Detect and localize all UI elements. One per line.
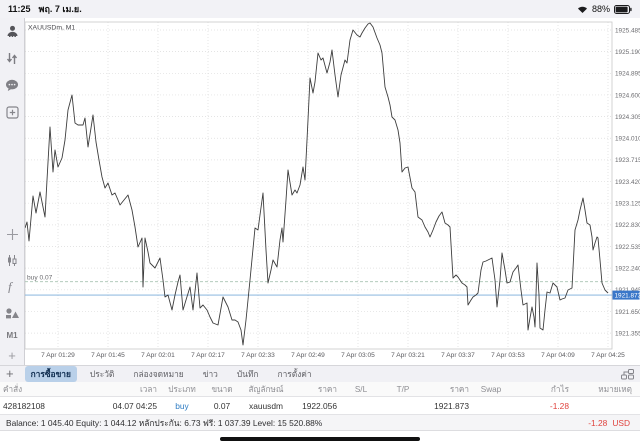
price-tick-label: 1922.535 [615, 244, 640, 251]
time-tick-label: 7 Apr 03:05 [341, 352, 375, 359]
current-price-badge-text: 1921.873 [615, 292, 640, 299]
col-order: คำสั่ง [3, 384, 23, 394]
col-time: เวลา [139, 384, 157, 394]
price-tick-label: 1924.600 [615, 92, 640, 99]
price-tick-label: 1924.895 [615, 71, 640, 78]
home-indicator-row [0, 431, 640, 447]
time-tick-label: 7 Apr 03:37 [441, 352, 475, 359]
col-tp: T/P [396, 384, 410, 394]
chat-icon[interactable] [5, 78, 20, 93]
position-time: 04.07 04:25 [112, 400, 157, 411]
trade-arrows-icon[interactable] [5, 51, 20, 66]
price-series-line [25, 22, 609, 346]
left-toolbar: f M1 + [0, 18, 25, 365]
chart-symbol-label: XAUUSDm, M1 [28, 25, 75, 32]
profit-currency: USD [612, 417, 630, 428]
position-current-price: 1921.873 [434, 400, 469, 411]
col-comment: หมายเหตุ [598, 384, 632, 394]
chart-layout-icon[interactable] [621, 368, 634, 380]
position-order-id: 428182108 [3, 400, 45, 411]
price-tick-label: 1923.125 [615, 201, 640, 208]
account-summary-bar: Balance: 1 045.40 Equity: 1 044.12 หลักป… [0, 415, 640, 431]
price-tick-label: 1921.355 [615, 330, 640, 337]
price-tick-label: 1923.715 [615, 157, 640, 164]
time-tick-label: 7 Apr 02:49 [291, 352, 325, 359]
battery-icon [614, 4, 632, 14]
positions-table-header: คำสั่ง เวลา ประเภท ขนาด สัญลักษณ์ ราคา S… [0, 382, 640, 397]
svg-text:f: f [8, 280, 14, 293]
time-tick-label: 7 Apr 03:53 [491, 352, 525, 359]
ios-status-bar: 11:25 พฤ. 7 เม.ย. 88% [0, 0, 640, 18]
tab-mailbox[interactable]: กล่องจดหมาย [133, 369, 184, 379]
plot-border [25, 21, 613, 350]
time-tick-label: 7 Apr 02:17 [191, 352, 225, 359]
tab-settings[interactable]: การตั้งค่า [277, 369, 312, 379]
current-price-badge [612, 290, 640, 300]
price-chart[interactable]: 7 Apr 01:29 7 Apr 01:45 7 Apr 02:01 7 Apr 0… [25, 18, 640, 365]
new-order-plus-button[interactable]: + [6, 366, 14, 381]
col-type: ประเภท [168, 384, 196, 394]
position-open-price: 1922.056 [302, 400, 337, 411]
time-tick-label: 7 Apr 04:09 [541, 352, 575, 359]
account-summary-text: Balance: 1 045.40 Equity: 1 044.12 หลักป… [6, 417, 323, 428]
price-tick-label: 1924.305 [615, 114, 640, 121]
col-sl: S/L [354, 384, 368, 394]
tab-history[interactable]: ประวัติ [89, 369, 115, 379]
home-indicator[interactable] [220, 437, 420, 441]
time-tick-label: 7 Apr 01:29 [41, 352, 75, 359]
functions-icon[interactable]: f [5, 279, 20, 294]
position-type: buy [175, 400, 189, 411]
col-open-price: ราคา [317, 384, 337, 394]
bottom-tab-bar: + การซื้อขาย ประวัติ กล่องจดหมาย ข่าว บั… [0, 365, 640, 382]
wifi-icon [577, 5, 588, 14]
battery-percent: 88% [591, 4, 610, 14]
col-swap: Swap [480, 384, 502, 394]
time-tick-label: 7 Apr 02:33 [241, 352, 275, 359]
indicators-candle-icon[interactable] [5, 253, 20, 268]
new-order-icon[interactable] [5, 105, 20, 120]
price-tick-label: 1922.830 [615, 222, 640, 229]
buy-position-label: buy 0.07 [27, 275, 53, 282]
time-tick-label: 7 Apr 01:45 [91, 352, 125, 359]
time-tick-label: 7 Apr 04:25 [591, 352, 625, 359]
price-tick-label: 1921.650 [615, 309, 640, 316]
price-tick-label: 1923.420 [615, 179, 640, 186]
col-volume: ขนาด [211, 384, 233, 394]
add-object-button[interactable]: + [8, 348, 16, 363]
price-tick-label: 1924.010 [615, 136, 640, 143]
price-tick-label: 1925.485 [615, 27, 640, 34]
position-profit: -1.28 [549, 400, 569, 411]
timeframe-button[interactable]: M1 [6, 331, 18, 340]
crosshair-icon[interactable] [5, 227, 20, 242]
tab-trade[interactable]: การซื้อขาย [24, 366, 77, 382]
position-symbol: xauusdm [249, 400, 283, 411]
clock-time: 11:25 [8, 4, 31, 14]
time-tick-label: 7 Apr 03:21 [391, 352, 425, 359]
clock-date: พฤ. 7 เม.ย. [38, 4, 82, 14]
position-volume: 0.07 [213, 400, 231, 411]
col-symbol: สัญลักษณ์ [248, 384, 284, 394]
account-icon[interactable] [5, 24, 20, 39]
position-row[interactable]: 428182108 04.07 04:25 buy 0.07 xauusdm 1… [0, 397, 640, 415]
price-tick-label: 1922.240 [615, 265, 640, 272]
tab-news[interactable]: ข่าว [202, 369, 218, 379]
price-tick-label: 1925.190 [615, 49, 640, 56]
objects-icon[interactable] [5, 305, 20, 320]
time-tick-label: 7 Apr 02:01 [141, 352, 175, 359]
col-profit: กำไร [550, 384, 569, 394]
tab-journal[interactable]: บันทึก [236, 369, 259, 379]
total-profit: -1.28 [588, 417, 608, 428]
chart-area: 7 Apr 01:29 7 Apr 01:45 7 Apr 02:01 7 Apr 0… [25, 18, 640, 365]
col-current-price: ราคา [449, 384, 469, 394]
